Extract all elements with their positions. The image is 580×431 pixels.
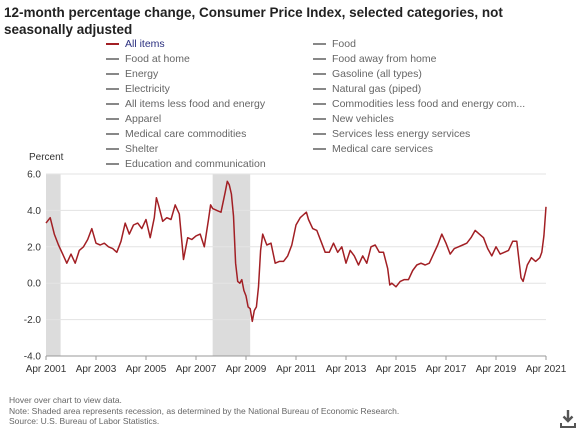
- legend-swatch: [106, 132, 119, 135]
- legend-swatch: [313, 58, 326, 61]
- legend-item-commodities-less-food-and-energy-com[interactable]: Commodities less food and energy com...: [313, 97, 525, 112]
- legend-label: Food at home: [125, 53, 190, 66]
- legend-swatch: [313, 147, 326, 150]
- source-note: Source: U.S. Bureau of Labor Statistics.: [9, 416, 160, 426]
- legend-item-education-and-communication[interactable]: Education and communication: [106, 156, 266, 171]
- x-tick-label: Apr 2013: [326, 364, 367, 375]
- legend-swatch: [313, 73, 326, 76]
- legend-item-medical-care-commodities[interactable]: Medical care commodities: [106, 126, 266, 141]
- legend-item-all-items[interactable]: All items: [106, 37, 266, 52]
- legend-label: Food away from home: [332, 53, 437, 66]
- legend-label: Energy: [125, 68, 159, 81]
- legend-label: Gasoline (all types): [332, 68, 422, 81]
- legend-item-services-less-energy-services[interactable]: Services less energy services: [313, 126, 525, 141]
- legend-item-all-items-less-food-and-energy[interactable]: All items less food and energy: [106, 97, 266, 112]
- legend-swatch: [313, 88, 326, 91]
- legend-item-gasoline-all-types[interactable]: Gasoline (all types): [313, 67, 525, 82]
- legend-item-energy[interactable]: Energy: [106, 67, 266, 82]
- x-tick-label: Apr 2003: [76, 364, 117, 375]
- y-axis-ticks: 6.0 4.0 2.0 0.0 -2.0 -4.0: [24, 170, 42, 363]
- legend-label: Education and communication: [125, 157, 266, 170]
- legend-item-shelter[interactable]: Shelter: [106, 141, 266, 156]
- y-tick-label: -2.0: [24, 315, 42, 326]
- legend-item-apparel[interactable]: Apparel: [106, 111, 266, 126]
- legend-swatch: [106, 147, 119, 150]
- legend-swatch: [313, 117, 326, 120]
- recession-note: Note: Shaded area represents recession, …: [9, 405, 400, 416]
- y-axis-label: Percent: [29, 152, 64, 163]
- legend-item-medical-care-services[interactable]: Medical care services: [313, 141, 525, 156]
- recession-shading: [46, 174, 251, 356]
- x-tick-label: Apr 2021: [526, 364, 567, 375]
- y-tick-label: -4.0: [24, 352, 42, 363]
- legend-item-electricity[interactable]: Electricity: [106, 82, 266, 97]
- y-tick-label: 4.0: [27, 206, 41, 217]
- legend-label: Natural gas (piped): [332, 83, 422, 96]
- legend-swatch: [313, 132, 326, 135]
- legend-item-food-away-from-home[interactable]: Food away from home: [313, 52, 525, 67]
- x-axis-ticks: Apr 2001 Apr 2003 Apr 2005 Apr 2007 Apr 2009…: [26, 356, 567, 375]
- legend-label: Commodities less food and energy com...: [332, 98, 526, 110]
- y-tick-label: 6.0: [27, 170, 41, 181]
- x-tick-label: Apr 2011: [276, 364, 316, 375]
- legend-swatch: [313, 103, 326, 105]
- legend-item-new-vehicles[interactable]: New vehicles: [313, 111, 525, 126]
- x-tick-label: Apr 2005: [126, 364, 167, 375]
- legend-label: All items less food and energy: [125, 98, 266, 110]
- legend-label: Apparel: [125, 112, 162, 125]
- legend-swatch: [313, 43, 326, 46]
- recession-band: [46, 174, 61, 356]
- legend-left-column: All items Food at home Energy Electricity Al…: [106, 37, 266, 171]
- legend-swatch: [106, 43, 119, 46]
- legend-label: Electricity: [125, 83, 170, 96]
- legend-swatch: [106, 88, 119, 91]
- grid-lines: [46, 173, 546, 357]
- legend-swatch: [106, 117, 119, 120]
- legend-label: Shelter: [125, 142, 159, 155]
- footnotes: Hover over chart to view data. Note: Sha…: [9, 395, 399, 427]
- legend-swatch: [106, 73, 119, 76]
- legend-item-natural-gas-piped[interactable]: Natural gas (piped): [313, 82, 525, 97]
- legend-swatch: [106, 162, 119, 165]
- legend-swatch: [106, 58, 119, 61]
- legend-swatch: [106, 103, 119, 105]
- legend-label: Medical care services: [332, 142, 433, 155]
- x-tick-label: Apr 2007: [176, 364, 217, 375]
- series-line-all-items[interactable]: [45, 180, 547, 323]
- legend-label: Services less energy services: [332, 127, 471, 140]
- y-tick-label: 0.0: [27, 279, 41, 290]
- legend-label: Food: [332, 38, 356, 51]
- recession-band: [212, 174, 251, 356]
- legend-label: New vehicles: [332, 112, 394, 125]
- legend-right-column: Food Food away from home Gasoline (all typ…: [313, 37, 525, 156]
- line-chart[interactable]: 6.04.02.00.0-2.0-4.0 Apr 2001 Apr 2003 Apr…: [0, 160, 580, 390]
- x-tick-label: Apr 2015: [376, 364, 417, 375]
- legend-item-food-at-home[interactable]: Food at home: [106, 52, 266, 67]
- x-tick-label: Apr 2001: [26, 364, 67, 375]
- legend-label: Medical care commodities: [125, 127, 247, 140]
- hover-hint: Hover over chart to view data.: [9, 395, 122, 405]
- legend-label: All items: [125, 38, 165, 51]
- x-tick-label: Apr 2019: [476, 364, 517, 375]
- x-tick-label: Apr 2017: [426, 364, 467, 375]
- y-tick-label: 2.0: [27, 242, 41, 253]
- legend-item-food[interactable]: Food: [313, 37, 525, 52]
- download-icon[interactable]: [560, 409, 576, 429]
- x-tick-label: Apr 2009: [226, 364, 267, 375]
- chart-title: 12-month percentage change, Consumer Pri…: [4, 5, 503, 37]
